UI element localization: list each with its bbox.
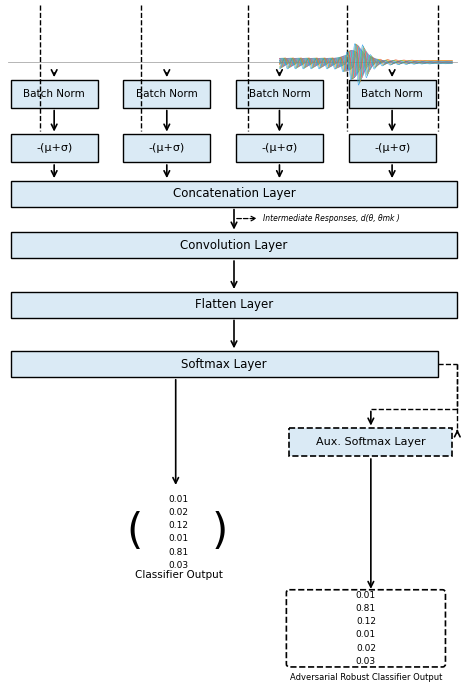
Text: -(μ+σ): -(μ+σ) <box>374 143 410 153</box>
FancyBboxPatch shape <box>286 590 446 667</box>
Text: -(μ+σ): -(μ+σ) <box>261 143 298 153</box>
Text: Batch Norm: Batch Norm <box>361 89 423 99</box>
Bar <box>349 134 436 162</box>
Bar <box>349 80 436 108</box>
Text: (: ( <box>126 511 142 554</box>
Bar <box>236 134 323 162</box>
Text: Convolution Layer: Convolution Layer <box>180 239 288 252</box>
Text: Batch Norm: Batch Norm <box>23 89 85 99</box>
Bar <box>11 292 457 318</box>
Text: 0.01
0.02
0.12
0.01
0.81
0.03: 0.01 0.02 0.12 0.01 0.81 0.03 <box>168 495 189 570</box>
Text: Batch Norm: Batch Norm <box>249 89 310 99</box>
Bar <box>289 428 453 456</box>
Text: Flatten Layer: Flatten Layer <box>195 298 273 311</box>
Bar <box>236 80 323 108</box>
Bar <box>11 134 98 162</box>
Text: Intermediate Responses, d(θ, θmk ): Intermediate Responses, d(θ, θmk ) <box>263 214 399 223</box>
Bar <box>11 233 457 258</box>
Text: -(μ+σ): -(μ+σ) <box>149 143 185 153</box>
Text: Adversarial Robust Classifier Output: Adversarial Robust Classifier Output <box>290 674 442 683</box>
Text: ): ) <box>212 511 228 554</box>
Text: Batch Norm: Batch Norm <box>136 89 197 99</box>
Bar <box>11 351 438 377</box>
Bar <box>11 181 457 206</box>
Text: -(μ+σ): -(μ+σ) <box>36 143 72 153</box>
Bar <box>124 80 210 108</box>
Text: Aux. Softmax Layer: Aux. Softmax Layer <box>316 437 426 447</box>
Bar <box>11 80 98 108</box>
Text: 0.01
0.81
0.12
0.01
0.02
0.03: 0.01 0.81 0.12 0.01 0.02 0.03 <box>356 591 376 666</box>
Bar <box>124 134 210 162</box>
Text: Concatenation Layer: Concatenation Layer <box>173 187 295 200</box>
Text: Softmax Layer: Softmax Layer <box>181 357 267 370</box>
Text: Classifier Output: Classifier Output <box>135 570 223 580</box>
